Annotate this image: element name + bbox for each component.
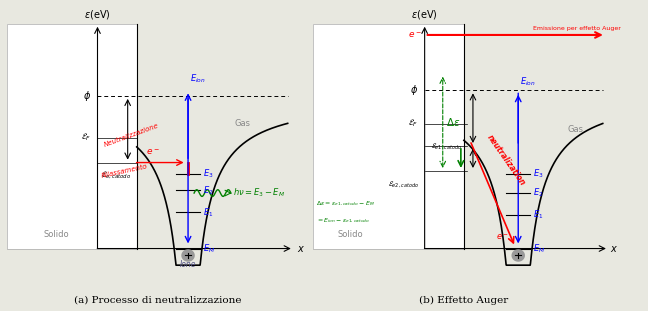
Text: $\varepsilon$(eV): $\varepsilon$(eV): [411, 8, 438, 21]
Text: $\mathcal{E}_{e,catodo}$: $\mathcal{E}_{e,catodo}$: [100, 169, 131, 181]
Text: $e^-$: $e^-$: [146, 147, 160, 157]
Text: $\varepsilon$(eV): $\varepsilon$(eV): [84, 8, 111, 21]
Text: $\Delta\varepsilon = \varepsilon_{e1,catodo} - E_M$: $\Delta\varepsilon = \varepsilon_{e1,cat…: [316, 200, 375, 208]
Text: $h\nu = E_3 - E_M$: $h\nu = E_3 - E_M$: [233, 187, 285, 199]
Text: $E_M$: $E_M$: [203, 242, 215, 255]
Text: $x$: $x$: [297, 244, 305, 253]
Text: $E_2$: $E_2$: [203, 184, 214, 197]
Text: $\phi$: $\phi$: [410, 83, 419, 97]
Text: Solido: Solido: [43, 230, 69, 239]
Text: $E_M$: $E_M$: [533, 242, 546, 255]
Text: $E_3$: $E_3$: [203, 167, 214, 180]
Text: Gas: Gas: [568, 125, 584, 134]
Text: $\mathcal{E}_{e1,catodo}$: $\mathcal{E}_{e1,catodo}$: [431, 141, 462, 151]
Text: $E_1$: $E_1$: [533, 209, 544, 221]
Text: $\phi$: $\phi$: [84, 89, 91, 103]
Text: Gas: Gas: [235, 119, 250, 128]
Text: $\mathcal{E}_F$: $\mathcal{E}_F$: [81, 132, 91, 143]
Text: Rilassamento: Rilassamento: [100, 163, 148, 179]
Text: (a) Processo di neutralizzazione: (a) Processo di neutralizzazione: [74, 296, 242, 305]
Text: $E_{ion}$: $E_{ion}$: [190, 72, 205, 85]
Text: Neutralizzazione: Neutralizzazione: [104, 122, 160, 147]
Text: $\mathcal{E}_F$: $\mathcal{E}_F$: [408, 118, 419, 129]
Text: Solido: Solido: [337, 230, 363, 239]
Text: neutralization: neutralization: [485, 132, 527, 187]
Text: $e^-$: $e^-$: [408, 30, 422, 40]
Text: Ione: Ione: [179, 260, 196, 269]
Text: $E_3$: $E_3$: [533, 167, 544, 180]
Text: $\mathcal{E}_{e2,catodo}$: $\mathcal{E}_{e2,catodo}$: [388, 179, 419, 189]
FancyBboxPatch shape: [313, 24, 464, 248]
Text: $E_2$: $E_2$: [533, 187, 544, 199]
Text: $x$: $x$: [610, 244, 618, 253]
Text: (b) Effetto Auger: (b) Effetto Auger: [419, 296, 509, 305]
FancyBboxPatch shape: [7, 24, 137, 248]
Text: $= E_{ion} - \varepsilon_{e1,catodo}$: $= E_{ion} - \varepsilon_{e1,catodo}$: [316, 217, 370, 225]
Text: $E_1$: $E_1$: [203, 206, 214, 219]
Polygon shape: [182, 250, 194, 261]
Text: $E_{ion}$: $E_{ion}$: [520, 75, 535, 88]
Text: $e^-$: $e^-$: [496, 233, 509, 242]
Polygon shape: [512, 250, 524, 261]
Text: $\Delta\varepsilon$: $\Delta\varepsilon$: [446, 116, 460, 128]
Text: Emissione per effetto Auger: Emissione per effetto Auger: [533, 26, 621, 31]
